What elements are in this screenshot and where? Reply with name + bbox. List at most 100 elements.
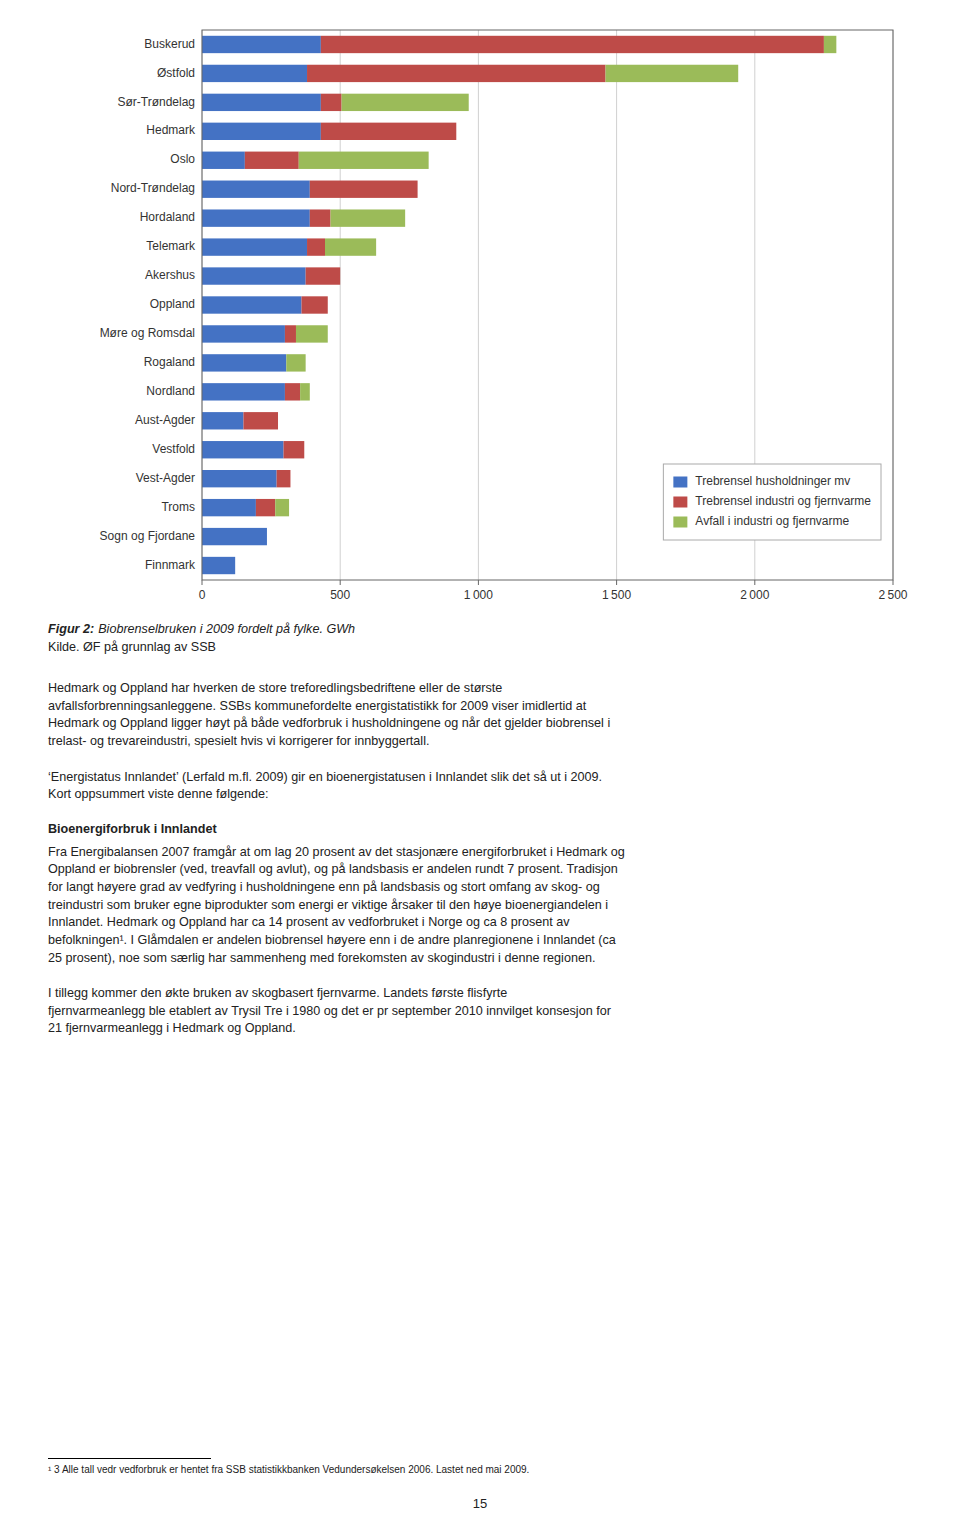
category-label: Vest-Agder xyxy=(136,471,195,485)
legend-label: Trebrensel industri og fjernvarme xyxy=(695,494,871,508)
bar xyxy=(606,65,739,82)
page-number: 15 xyxy=(0,1496,960,1511)
bar xyxy=(202,296,302,313)
bar xyxy=(824,36,836,53)
legend-swatch xyxy=(673,477,687,488)
bar xyxy=(202,441,284,458)
bar xyxy=(235,557,236,574)
bar xyxy=(202,354,286,371)
grid-line xyxy=(616,30,617,580)
text-section: Figur 2:Biobrenselbruken i 2009 fordelt … xyxy=(48,622,928,1056)
bar xyxy=(202,412,243,429)
category-label: Sogn og Fjordane xyxy=(100,529,196,543)
tick-label: 2 500 xyxy=(878,588,907,602)
paragraph: I tillegg kommer den økte bruken av skog… xyxy=(48,985,928,1038)
bar xyxy=(278,412,279,429)
bar xyxy=(310,209,331,226)
bar xyxy=(202,123,321,140)
plot-area xyxy=(202,30,893,580)
legend-box xyxy=(663,464,881,540)
x-axis: 0 500 1 000 1 500 2 000 2 500 xyxy=(199,580,908,602)
category-label: Finnmark xyxy=(145,558,196,572)
bar xyxy=(284,441,305,458)
bar xyxy=(266,528,267,545)
footnote: ¹ 3 Alle tall vedr vedforbruk er hentet … xyxy=(48,1464,529,1475)
bar xyxy=(202,470,277,487)
bar xyxy=(202,65,307,82)
tick-mark xyxy=(893,580,894,585)
bar xyxy=(202,152,245,169)
heading: Bioenergiforbruk i Innlandet xyxy=(48,822,928,836)
category-label: Nord-Trøndelag xyxy=(111,181,195,195)
legend-label: Avfall i industri og fjernvarme xyxy=(695,514,849,528)
category-label: Telemark xyxy=(146,239,196,253)
paragraph: ‘Energistatus Innlandet’ (Lerfald m.fl. … xyxy=(48,769,928,804)
bar xyxy=(299,152,429,169)
grid-line xyxy=(478,30,479,580)
bar xyxy=(302,296,328,313)
footnote-rule xyxy=(48,1458,211,1459)
tick-label: 500 xyxy=(330,588,350,602)
category-label: Troms xyxy=(161,500,195,514)
bar xyxy=(340,267,341,284)
bar xyxy=(202,209,310,226)
bar xyxy=(306,267,341,284)
category-label: Akershus xyxy=(145,268,195,282)
bar xyxy=(202,94,321,111)
category-label: Hedmark xyxy=(146,123,196,137)
category-label: Oppland xyxy=(150,297,195,311)
bar xyxy=(202,383,285,400)
bar xyxy=(285,325,296,342)
caption: Figur 2:Biobrenselbruken i 2009 fordelt … xyxy=(48,622,928,636)
bar xyxy=(202,499,256,516)
bar xyxy=(286,354,305,371)
tick-label: 1 000 xyxy=(464,588,493,602)
bar xyxy=(310,181,418,198)
tick-label: 1 500 xyxy=(602,588,631,602)
category-label: Buskerud xyxy=(144,37,195,51)
bar xyxy=(202,528,267,545)
tick-label: 0 xyxy=(199,588,206,602)
bar xyxy=(243,412,278,429)
tick-mark xyxy=(616,580,617,585)
bar xyxy=(202,238,307,255)
bar xyxy=(277,470,291,487)
bar xyxy=(300,383,310,400)
category-label: Oslo xyxy=(170,152,195,166)
bar xyxy=(296,325,328,342)
tick-label: 2 000 xyxy=(740,588,769,602)
category-label: Vestfold xyxy=(152,442,195,456)
bar xyxy=(321,123,456,140)
tick-mark xyxy=(754,580,755,585)
legend-swatch xyxy=(673,497,687,508)
figure-label: Figur 2: xyxy=(48,622,94,636)
bar xyxy=(331,209,406,226)
bar xyxy=(290,470,291,487)
bar xyxy=(342,94,469,111)
bar xyxy=(202,325,285,342)
bar xyxy=(202,36,321,53)
category-label: Nordland xyxy=(146,384,195,398)
tick-mark xyxy=(340,580,341,585)
bar xyxy=(321,94,342,111)
bar xyxy=(456,123,457,140)
bar xyxy=(235,557,236,574)
bar xyxy=(202,181,310,198)
bar xyxy=(325,238,376,255)
category-label: Hordaland xyxy=(140,210,195,224)
chart: 05001 0001 5002 0002 500BuskerudØstfoldS… xyxy=(0,0,960,620)
grid xyxy=(202,30,893,580)
bar xyxy=(202,557,235,574)
bar xyxy=(307,65,606,82)
bar xyxy=(266,528,267,545)
bar xyxy=(285,383,300,400)
bar xyxy=(417,181,418,198)
bar xyxy=(202,267,306,284)
tick-mark xyxy=(202,580,203,585)
legend: Trebrensel husholdninger mv Trebrensel in… xyxy=(663,464,881,540)
bar xyxy=(321,36,824,53)
source: Kilde. ØF på grunnlag av SSB xyxy=(48,640,928,654)
bar xyxy=(304,441,305,458)
paragraph: Fra Energibalansen 2007 framgår at om la… xyxy=(48,844,928,967)
legend-label: Trebrensel husholdninger mv xyxy=(695,474,850,488)
